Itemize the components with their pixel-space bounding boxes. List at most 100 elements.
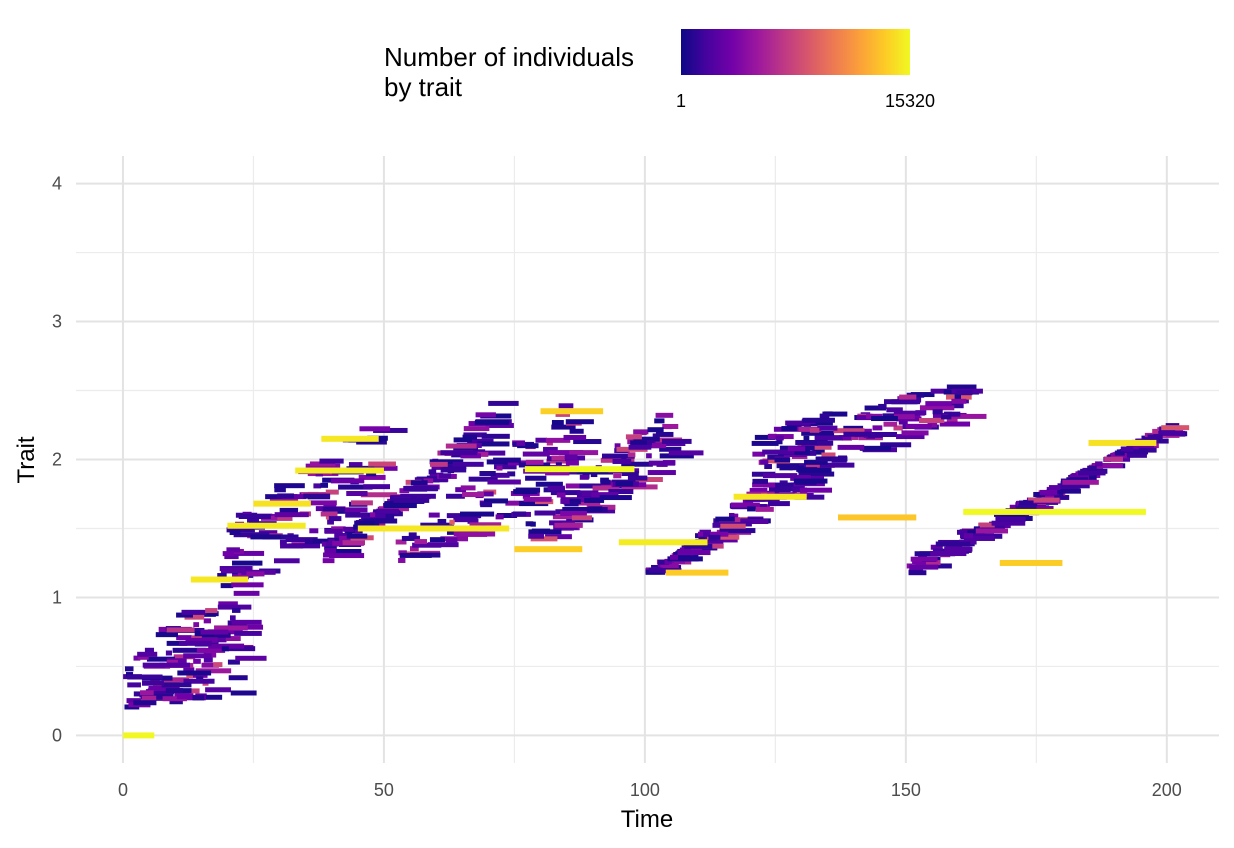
trait-lineage: [779, 465, 793, 471]
trait-lineage: [140, 690, 154, 696]
trait-lineage: [409, 546, 419, 552]
trait-lineage: [351, 500, 373, 506]
dominant-trait-segment-12: [733, 493, 807, 500]
trait-lineage: [1111, 452, 1147, 458]
trait-lineage: [490, 472, 510, 478]
trait-lineage: [227, 646, 256, 652]
trait-lineage: [698, 531, 729, 537]
trait-lineage: [991, 520, 1026, 526]
trait-lineage: [410, 480, 428, 486]
trait-lineage: [324, 547, 337, 553]
trait-lineage: [166, 627, 195, 633]
trait-lineage: [320, 482, 329, 488]
trait-lineage: [493, 457, 521, 463]
dominant-trait-segment-4: [321, 435, 379, 442]
trait-lineage: [545, 437, 571, 443]
trait-lineage: [545, 470, 570, 476]
trait-lineage: [234, 630, 262, 636]
trait-lineage: [935, 541, 971, 547]
trait-lineage: [428, 469, 437, 475]
trait-lineage: [191, 694, 223, 700]
trait-lineage: [793, 478, 828, 484]
dominant-trait-segment-2: [227, 522, 306, 529]
trait-lineage: [719, 528, 756, 534]
trait-lineage: [137, 654, 149, 660]
trait-lineage: [708, 534, 721, 540]
trait-lineage: [660, 562, 679, 568]
trait-lineage: [281, 494, 307, 500]
trait-lineage: [228, 675, 248, 681]
trait-lineage: [555, 509, 565, 515]
trait-lineage: [208, 643, 245, 649]
trait-lineage: [303, 493, 331, 499]
trait-lineage: [346, 533, 368, 539]
trait-lineage: [403, 485, 439, 491]
trait-lineage: [226, 527, 255, 533]
trait-lineage: [564, 454, 578, 460]
trait-lineage: [795, 439, 828, 445]
dominant-trait-segment-10: [618, 539, 708, 546]
trait-lineage: [322, 506, 346, 512]
trait-lineage: [555, 411, 570, 417]
trait-lineage: [229, 530, 241, 536]
trait-lineage: [677, 550, 711, 556]
trait-cluster-7: [906, 423, 1190, 576]
trait-lineage: [799, 487, 832, 493]
trait-lineage: [496, 513, 518, 519]
trait-lineage: [475, 412, 496, 418]
trait-lineage: [525, 459, 544, 465]
trait-lineage: [670, 554, 679, 560]
trait-lineage: [348, 462, 363, 468]
trait-lineage: [161, 682, 192, 688]
trait-lineage: [366, 471, 377, 477]
trait-lineage: [569, 428, 584, 434]
trait-lineage: [339, 535, 351, 541]
trait-lineage: [530, 521, 536, 527]
trait-lineage: [137, 651, 158, 657]
trait-lineage: [774, 457, 791, 463]
trait-lineage: [951, 398, 967, 404]
trait-lineage: [843, 431, 872, 437]
trait-lineage: [684, 543, 713, 549]
trait-lineage: [932, 548, 944, 554]
trait-lineage: [401, 535, 420, 541]
trait-lineage: [1095, 461, 1103, 467]
trait-lineage: [954, 394, 962, 400]
trait-lineage: [667, 556, 703, 562]
trait-lineage: [453, 437, 473, 443]
dominant-trait-segment-9: [514, 546, 583, 553]
trait-lineage: [124, 666, 134, 672]
trait-lineage: [400, 493, 436, 499]
trait-lineage: [162, 696, 187, 702]
trait-lineage: [556, 492, 566, 498]
trait-lineage: [546, 440, 553, 446]
trait-lineage: [661, 438, 692, 444]
dominant-trait-segment-6: [357, 525, 510, 532]
trait-lineage: [487, 479, 521, 485]
trait-lineage: [507, 471, 516, 477]
dominant-trait-segment-0: [122, 732, 155, 739]
trait-lineage: [313, 483, 322, 489]
trait-lineage: [1116, 449, 1149, 455]
trait-lineage: [584, 497, 605, 503]
trait-lineage: [552, 514, 582, 520]
trait-lineage: [488, 400, 519, 406]
trait-lineage: [429, 537, 446, 543]
trait-lineage: [383, 503, 417, 509]
trait-lineage: [893, 414, 915, 420]
trait-lineage: [762, 473, 798, 479]
trait-lineage: [563, 434, 587, 440]
trait-lineage: [226, 547, 240, 553]
trait-lineage: [659, 453, 694, 459]
trait-lineage: [177, 670, 212, 676]
trait-lineage: [641, 439, 654, 445]
trait-lineage: [516, 440, 525, 446]
trait-lineage: [751, 440, 779, 446]
trait-lineage: [955, 390, 973, 396]
trait-lineage: [1069, 474, 1090, 480]
trait-lineage: [555, 462, 562, 468]
trait-lineage: [453, 517, 478, 523]
x-tick-label-4: 200: [1152, 780, 1182, 800]
trait-lineage: [232, 560, 263, 566]
trait-lineage: [1066, 477, 1089, 483]
